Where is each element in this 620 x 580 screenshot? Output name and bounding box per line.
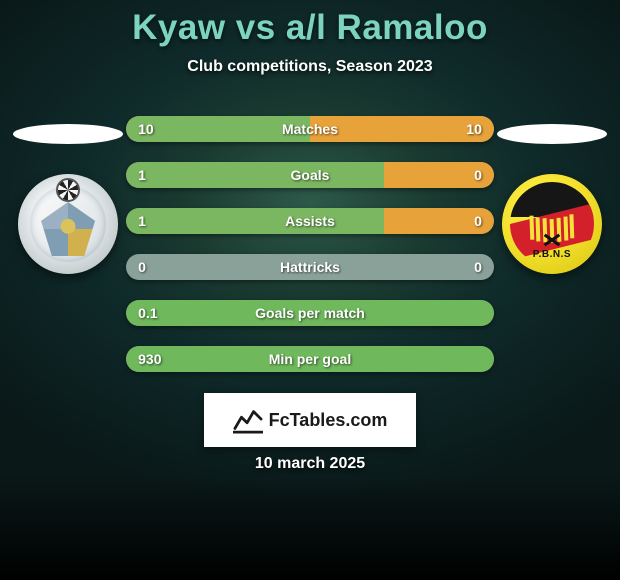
fctables-logo-icon <box>233 406 263 434</box>
player-right-crest: P.B.N.S <box>502 174 602 274</box>
stat-label: Goals per match <box>126 300 494 326</box>
page-title: Kyaw vs a/l Ramaloo <box>0 0 620 48</box>
stat-bar-goals: 10Goals <box>126 162 494 188</box>
content-row: 1010Matches 10Goals 10Assists 00Hattricks 0.… <box>0 112 620 372</box>
player-left-name-pill <box>13 124 123 144</box>
update-date: 10 march 2025 <box>0 455 620 473</box>
stat-label: Min per goal <box>126 346 494 372</box>
player-right-name-pill <box>497 124 607 144</box>
stat-bar-goals-per-match: 0.1Goals per match <box>126 300 494 326</box>
comparison-card: Kyaw vs a/l Ramaloo Club competitions, S… <box>0 0 620 580</box>
stat-label: Hattricks <box>126 254 494 280</box>
stat-label: Assists <box>126 208 494 234</box>
stat-label: Matches <box>126 116 494 142</box>
stat-bar-min-per-goal: 930Min per goal <box>126 346 494 372</box>
player-right-col: P.B.N.S <box>494 112 610 274</box>
stat-bar-matches: 1010Matches <box>126 116 494 142</box>
stats-column: 1010Matches 10Goals 10Assists 00Hattricks 0.… <box>126 116 494 372</box>
watermark-text: FcTables.com <box>269 410 388 431</box>
stat-bar-assists: 10Assists <box>126 208 494 234</box>
subtitle: Club competitions, Season 2023 <box>0 58 620 76</box>
stat-label: Goals <box>126 162 494 188</box>
stat-bar-hattricks: 00Hattricks <box>126 254 494 280</box>
watermark[interactable]: FcTables.com <box>204 393 416 447</box>
player-left-col <box>10 112 126 274</box>
player-left-crest <box>18 174 118 274</box>
